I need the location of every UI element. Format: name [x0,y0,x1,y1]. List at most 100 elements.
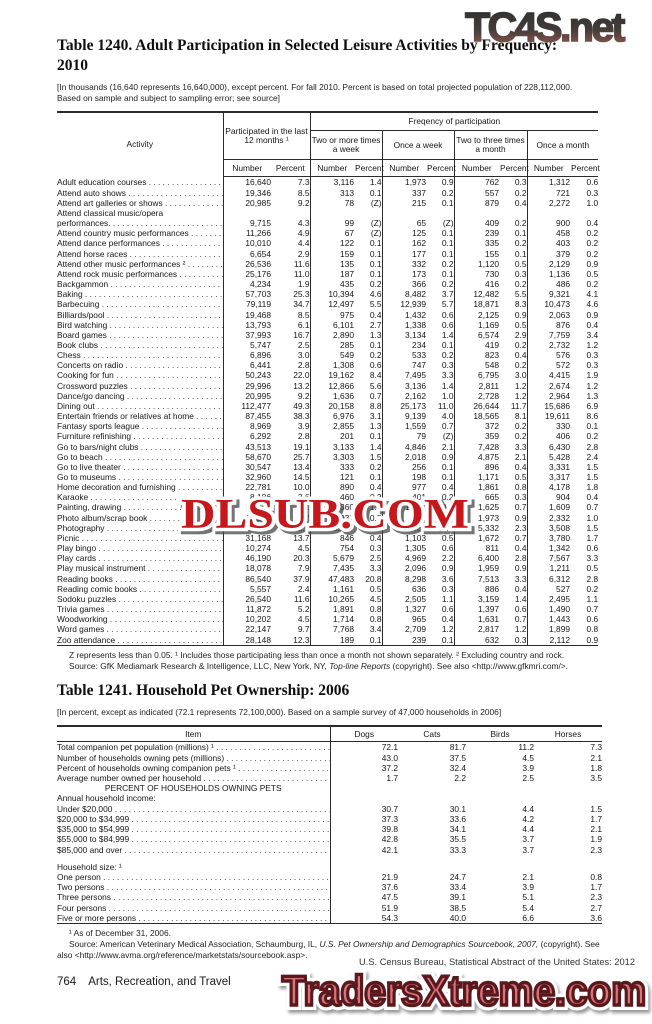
percent-cell: 0.2 [514,187,527,198]
number-cell: 1,443 [526,614,571,625]
number-cell: 7,513 [453,573,500,584]
number-cell: 1,672 [453,532,500,544]
number-cell: 7,428 [453,441,500,452]
number-cell: 846 [309,532,355,544]
percent-cell: 2.5 [297,339,310,350]
col-header-participated: Participated in the last 12 months ¹ [222,112,311,160]
number-cell: 416 [453,279,500,290]
number-cell: 890 [309,482,355,493]
header-row-1: Activity Participated in the last 12 mon… [57,112,599,160]
value-cell: 11.2 [518,742,534,753]
number-cell: 20,995 [222,390,271,401]
percent-cell: 1.1 [441,593,454,604]
percent-cell: 12.3 [293,634,310,645]
item-row: $55,000 to $84,99942.8 35.5 3.7 1.9 [57,834,602,845]
col-header-frequency: Freqency of participation [309,112,599,132]
number-cell: 1,625 [453,502,500,513]
percent-cell: 0.2 [441,350,454,361]
number-cell: 4,875 [453,451,500,462]
number-cell: 747 [381,360,427,371]
col-header-cats: Cats [398,726,466,743]
number-cell: 6,101 [309,319,355,330]
percent-cell: 0.2 [514,218,527,229]
percent-cell: 0.3 [441,583,454,594]
percent-cell: 0.2 [514,339,527,350]
activity-label: Adult education courses [57,177,223,188]
percent-cell: 0.2 [441,187,454,198]
value-cell: 43.0 [329,752,398,763]
percent-cell: 0.6 [586,614,599,625]
percent-cell: 0.9 [441,177,454,188]
percent-cell: 5.5 [369,299,382,310]
number-cell: 26,540 [222,593,271,605]
percent-cell: 4.5 [297,614,310,625]
number-cell: 155 [453,248,500,259]
percent-cell: 2.3 [514,522,527,533]
value-cell: 47.5 [329,892,398,903]
col-header-percent: Percent [354,159,384,178]
number-cell: 285 [309,339,355,351]
number-cell: 9,321 [526,289,571,300]
percent-cell: 1.8 [586,482,599,493]
number-cell: 965 [381,614,427,625]
page-number: 764 [57,976,77,988]
value-cell: 4.5 [522,752,534,763]
number-cell: 3,331 [526,461,571,472]
col-header-activity: Activity [126,139,154,150]
activity-label: Book clubs [57,340,223,350]
number-cell: 31,168 [222,532,271,544]
percent-cell: 1.2 [514,390,527,401]
percent-cell: 2.4 [297,583,310,594]
number-cell: 19,346 [222,187,271,198]
activity-row: Attend horse races6,6542.91590.11770.115… [57,248,598,259]
activity-label: Attend rock music performances [57,269,223,279]
percent-cell: 0.9 [441,451,454,462]
percent-cell: 0.6 [586,543,599,554]
percent-cell: 4.6 [369,289,382,300]
number-cell: 189 [309,634,355,646]
percent-cell: 2.8 [586,441,599,452]
percent-cell: 0.2 [586,238,599,249]
percent-cell: 0.2 [586,228,599,239]
item-row: Four persons51.9 38.5 5.4 2.7 [57,902,602,913]
percent-cell: 0.1 [514,228,527,239]
percent-cell: 0.5 [514,258,527,269]
percent-cell: 0.5 [441,532,454,543]
item-label: $20,000 to $34,999 [57,814,330,824]
number-cell: 548 [453,360,500,371]
percent-cell: 0.7 [369,390,382,401]
item-row: Number of households owning pets (millio… [57,752,602,763]
percent-cell: 1.0 [586,512,599,523]
activity-label: Furniture refinishing [57,431,223,441]
activity-label: Billiards/pool [57,310,223,320]
number-cell: 2,018 [381,451,427,462]
number-cell: 1,103 [381,532,427,544]
percent-cell: 3.3 [514,573,527,584]
number-cell: 2,732 [526,339,571,351]
percent-cell: 6.1 [297,502,310,513]
number-cell: 6,312 [526,573,571,584]
percent-cell: 0.2 [369,279,382,290]
percent-cell: 3.4 [586,329,599,340]
percent-cell: 0.1 [586,421,599,432]
number-cell: 3,317 [526,472,571,483]
activity-row: Attend other music performances ²26,536 1… [57,258,598,269]
activity-row: Attend art galleries or shows20,985 9.278… [57,197,598,208]
activity-label: Photography [57,523,223,533]
percent-cell: (Z) [370,218,382,229]
col-header-group-1: Two or more times a week [309,130,383,160]
value-cell: 4.2 [522,813,534,824]
percent-cell: 0.7 [586,604,599,615]
percent-cell: 1.3 [586,390,599,401]
item-label: Number of households owning pets (millio… [57,753,330,763]
number-cell: 26,644 [453,400,500,412]
number-cell: 1,631 [453,614,500,625]
percent-cell: 1.5 [586,461,599,472]
activity-row: Concerts on radio6,4412.81,3080.67470.35… [57,360,598,371]
percent-cell: 0.3 [586,350,599,361]
percent-cell: 19.1 [293,441,310,452]
activity-row: Go to beach58,670 25.73,303 1.52,018 0.94,8… [57,451,598,462]
activity-label: Baking [57,289,223,299]
